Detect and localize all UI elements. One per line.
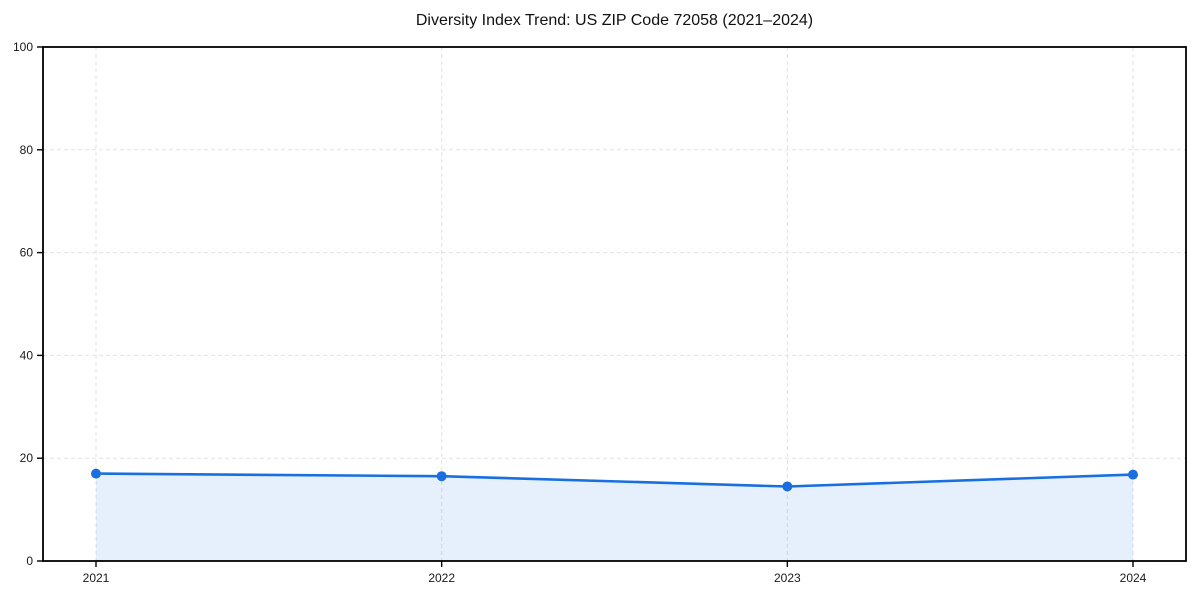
- y-axis-tick-label: 100: [13, 40, 33, 54]
- chart-title: Diversity Index Trend: US ZIP Code 72058…: [415, 12, 814, 29]
- x-axis-tick-label: 2021: [83, 571, 110, 585]
- x-axis-tick-label: 2022: [428, 571, 455, 585]
- series-area-fill: [96, 473, 1133, 561]
- data-point-marker: [782, 481, 793, 492]
- data-point-marker: [436, 471, 447, 482]
- plot-border: [42, 46, 1187, 562]
- y-axis-tick-label: 80: [20, 143, 34, 157]
- data-point-marker: [1128, 469, 1138, 480]
- series-line: [94, 472, 1135, 488]
- y-axis-tick-label: 20: [20, 451, 34, 465]
- y-axis-tick-label: 0: [26, 554, 33, 568]
- x-axis-tick-label: 2023: [774, 571, 801, 585]
- x-axis-tick-label: 2024: [1120, 571, 1147, 585]
- data-point-marker: [91, 468, 101, 479]
- y-axis-tick-label: 60: [20, 246, 34, 260]
- y-axis-tick-label: 40: [20, 348, 34, 362]
